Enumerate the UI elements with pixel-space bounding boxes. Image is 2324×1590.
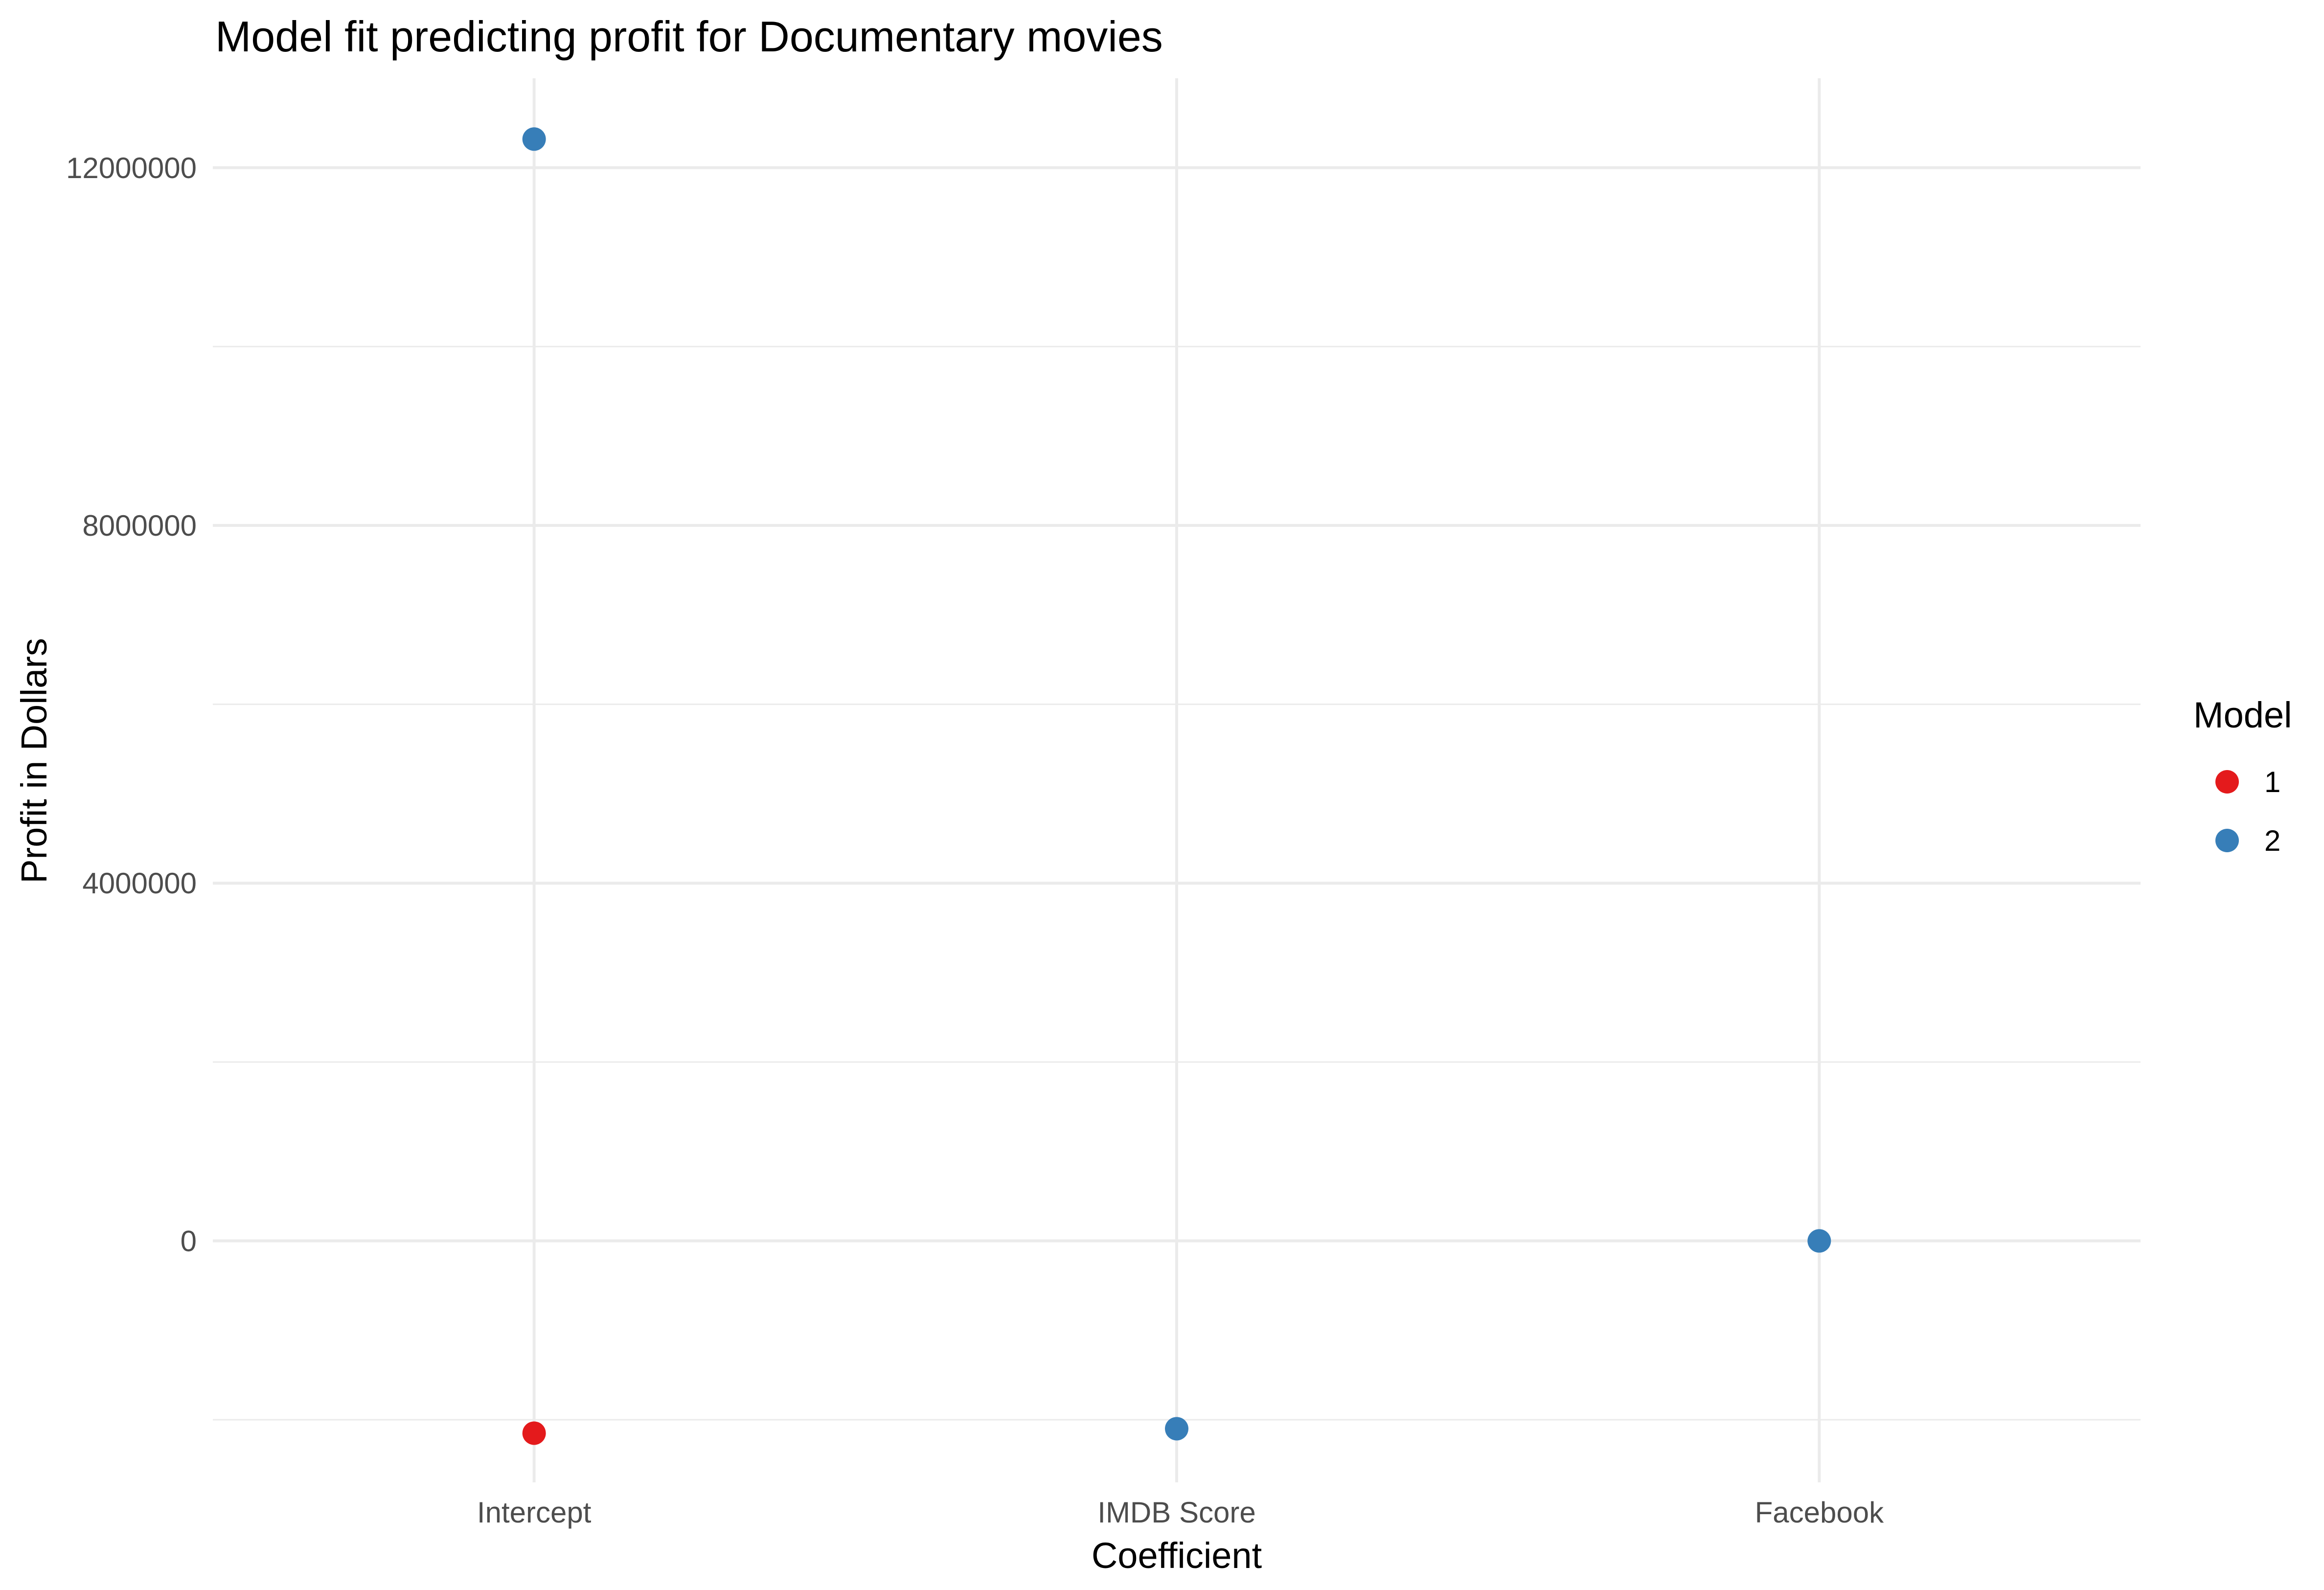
legend-key-2: [2215, 829, 2239, 852]
legend-title: Model: [2193, 695, 2292, 735]
data-point-model-2: [1807, 1229, 1831, 1252]
y-tick-label: 12000000: [66, 152, 197, 184]
x-tick-label: Intercept: [477, 1496, 592, 1529]
y-tick-label: 0: [181, 1225, 197, 1257]
data-point-model-2: [1165, 1417, 1188, 1440]
x-tick-label: IMDB Score: [1097, 1496, 1255, 1529]
x-tick-label: Facebook: [1755, 1496, 1884, 1529]
grid: [213, 78, 2141, 1482]
x-axis-title: Coefficient: [1092, 1535, 1262, 1576]
data-point-model-2: [523, 127, 546, 151]
x-axis-ticks: Intercept IMDB Score Facebook: [477, 1496, 1884, 1529]
y-tick-label: 4000000: [82, 867, 197, 900]
legend: Model 1 2: [2193, 695, 2292, 857]
y-tick-label: 8000000: [82, 509, 197, 542]
legend-key-1: [2215, 770, 2239, 794]
y-axis-title: Profit in Dollars: [14, 638, 54, 884]
chart-title: Model fit predicting profit for Document…: [215, 12, 1163, 61]
y-axis-ticks: 0 4000000 8000000 12000000: [66, 152, 197, 1258]
legend-label: 1: [2264, 766, 2280, 798]
data-point-model-1: [523, 1421, 546, 1445]
legend-label: 2: [2264, 824, 2280, 857]
